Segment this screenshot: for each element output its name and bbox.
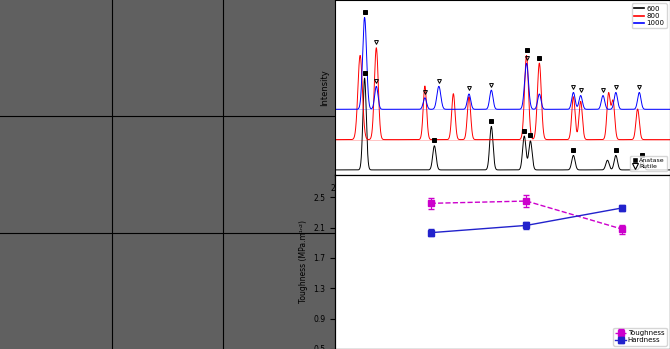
Y-axis label: Intensity: Intensity [320, 69, 330, 106]
Y-axis label: Toughness (MPa.m¹ⁿ²): Toughness (MPa.m¹ⁿ²) [299, 220, 308, 303]
Legend: Anatase, Rutile: Anatase, Rutile [630, 156, 667, 171]
X-axis label: 2-Theta (degree): 2-Theta (degree) [467, 199, 538, 208]
Legend: Toughness, Hardness: Toughness, Hardness [613, 328, 667, 346]
